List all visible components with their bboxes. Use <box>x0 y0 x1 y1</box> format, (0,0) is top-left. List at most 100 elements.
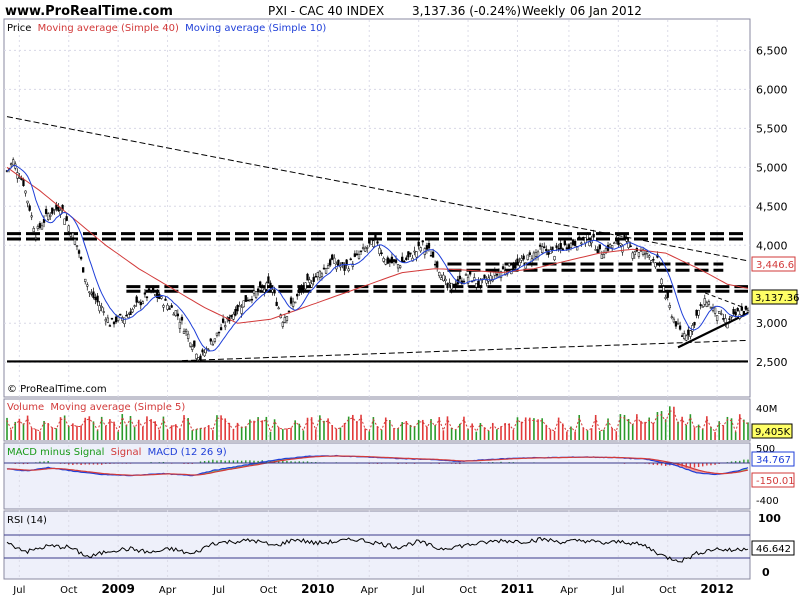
candle-body <box>318 270 322 278</box>
candle-body <box>512 264 515 269</box>
candle-body <box>82 267 85 273</box>
candle-body <box>197 357 200 361</box>
volume-bar <box>170 425 173 440</box>
volume-bar <box>294 420 296 440</box>
volume-bar <box>442 430 445 440</box>
macd-histogram-bar <box>306 461 309 463</box>
macd-histogram-bar <box>212 459 214 463</box>
macd-histogram-bar <box>96 463 99 465</box>
candle-body <box>275 301 278 306</box>
macd-histogram-bar <box>84 463 86 465</box>
candle-body <box>462 280 466 283</box>
candle-body <box>592 233 595 238</box>
candle-body <box>666 291 669 298</box>
volume-bar <box>553 430 556 440</box>
volume-bar <box>459 423 461 440</box>
volume-bar <box>137 419 140 440</box>
macd-histogram-bar <box>660 463 663 466</box>
volume-bar <box>566 431 568 440</box>
legend-rsi: RSI (14) <box>7 515 47 526</box>
volume-bar <box>644 421 646 440</box>
volume-bar <box>516 417 519 440</box>
volume-bar <box>335 428 338 440</box>
volume-bar <box>162 416 165 440</box>
volume-bar <box>277 427 280 440</box>
candle-body <box>534 252 538 257</box>
volume-bar <box>207 425 210 440</box>
volume-bar <box>55 428 58 440</box>
candle-body <box>106 317 110 323</box>
volume-bar <box>331 425 334 440</box>
price-tick-label: 6,000 <box>756 83 788 96</box>
macd-histogram-bar <box>162 461 165 463</box>
candle-body <box>547 250 550 255</box>
candle-body <box>329 259 332 266</box>
candle-body <box>154 293 157 296</box>
site-url[interactable]: www.ProRealTime.com <box>5 4 173 19</box>
macd-histogram-bar <box>224 460 226 463</box>
ma10-line <box>6 164 749 352</box>
candle-body <box>485 279 488 284</box>
candle-body <box>532 252 536 260</box>
volume-bar <box>286 428 288 440</box>
candle-body <box>28 205 31 211</box>
candle-body <box>364 247 367 252</box>
macd-histogram-bar <box>257 460 259 463</box>
candle-body <box>347 268 350 272</box>
time-axis-label: Apr <box>361 585 379 596</box>
candle-body <box>401 256 404 263</box>
candle-body <box>403 260 406 263</box>
candle-body <box>211 343 214 346</box>
volume-bar <box>146 416 148 440</box>
candle-body <box>219 327 223 331</box>
candle-body <box>104 319 107 322</box>
volume-bar <box>496 429 498 440</box>
volume-bar <box>240 426 243 440</box>
time-axis-label: Oct <box>260 585 277 596</box>
volume-bar <box>63 415 66 440</box>
volume-bar <box>339 427 342 440</box>
time-axis-label: Jul <box>12 585 25 596</box>
candle-body <box>20 178 23 180</box>
candle-body <box>119 313 122 316</box>
candle-body <box>582 236 585 240</box>
candle-body <box>438 272 441 277</box>
candle-body <box>724 318 727 323</box>
volume-bar <box>701 428 704 440</box>
volume-bar <box>228 422 231 440</box>
candle-body <box>359 250 363 253</box>
volume-bar <box>582 427 585 440</box>
volume-bar <box>253 420 255 440</box>
macd-value-badge <box>751 451 795 467</box>
candle-body <box>102 311 105 313</box>
volume-bar <box>512 429 515 440</box>
candle-body <box>621 245 624 253</box>
macd-histogram-bar <box>68 463 70 465</box>
candle-body <box>382 258 385 262</box>
price-tick-label: 5,500 <box>756 122 788 135</box>
candle-body <box>26 200 29 204</box>
volume-bar <box>557 417 560 440</box>
candle-body <box>565 247 569 250</box>
instrument-title: PXI - CAC 40 INDEX <box>268 4 384 18</box>
macd-histogram-bar <box>100 463 103 465</box>
volume-bar <box>187 418 189 440</box>
macd-histogram-bar <box>702 463 704 467</box>
legend-volume: Volume <box>7 402 44 413</box>
volume-bar <box>574 431 576 440</box>
volume-bar <box>298 423 301 440</box>
volume-bar <box>84 417 87 440</box>
volume-bar <box>463 416 465 440</box>
candle-body <box>131 309 134 313</box>
candle-body <box>349 258 352 261</box>
volume-bar <box>319 415 321 440</box>
short-trend-line <box>698 290 749 310</box>
candle-body <box>446 283 449 289</box>
candle-body <box>333 257 336 264</box>
candle-body <box>726 323 729 329</box>
volume-bar <box>677 421 679 440</box>
time-axis-label: 2011 <box>501 582 534 596</box>
volume-bar <box>232 429 235 440</box>
time-axis-label: 2010 <box>301 582 334 596</box>
candle-body <box>357 254 361 259</box>
